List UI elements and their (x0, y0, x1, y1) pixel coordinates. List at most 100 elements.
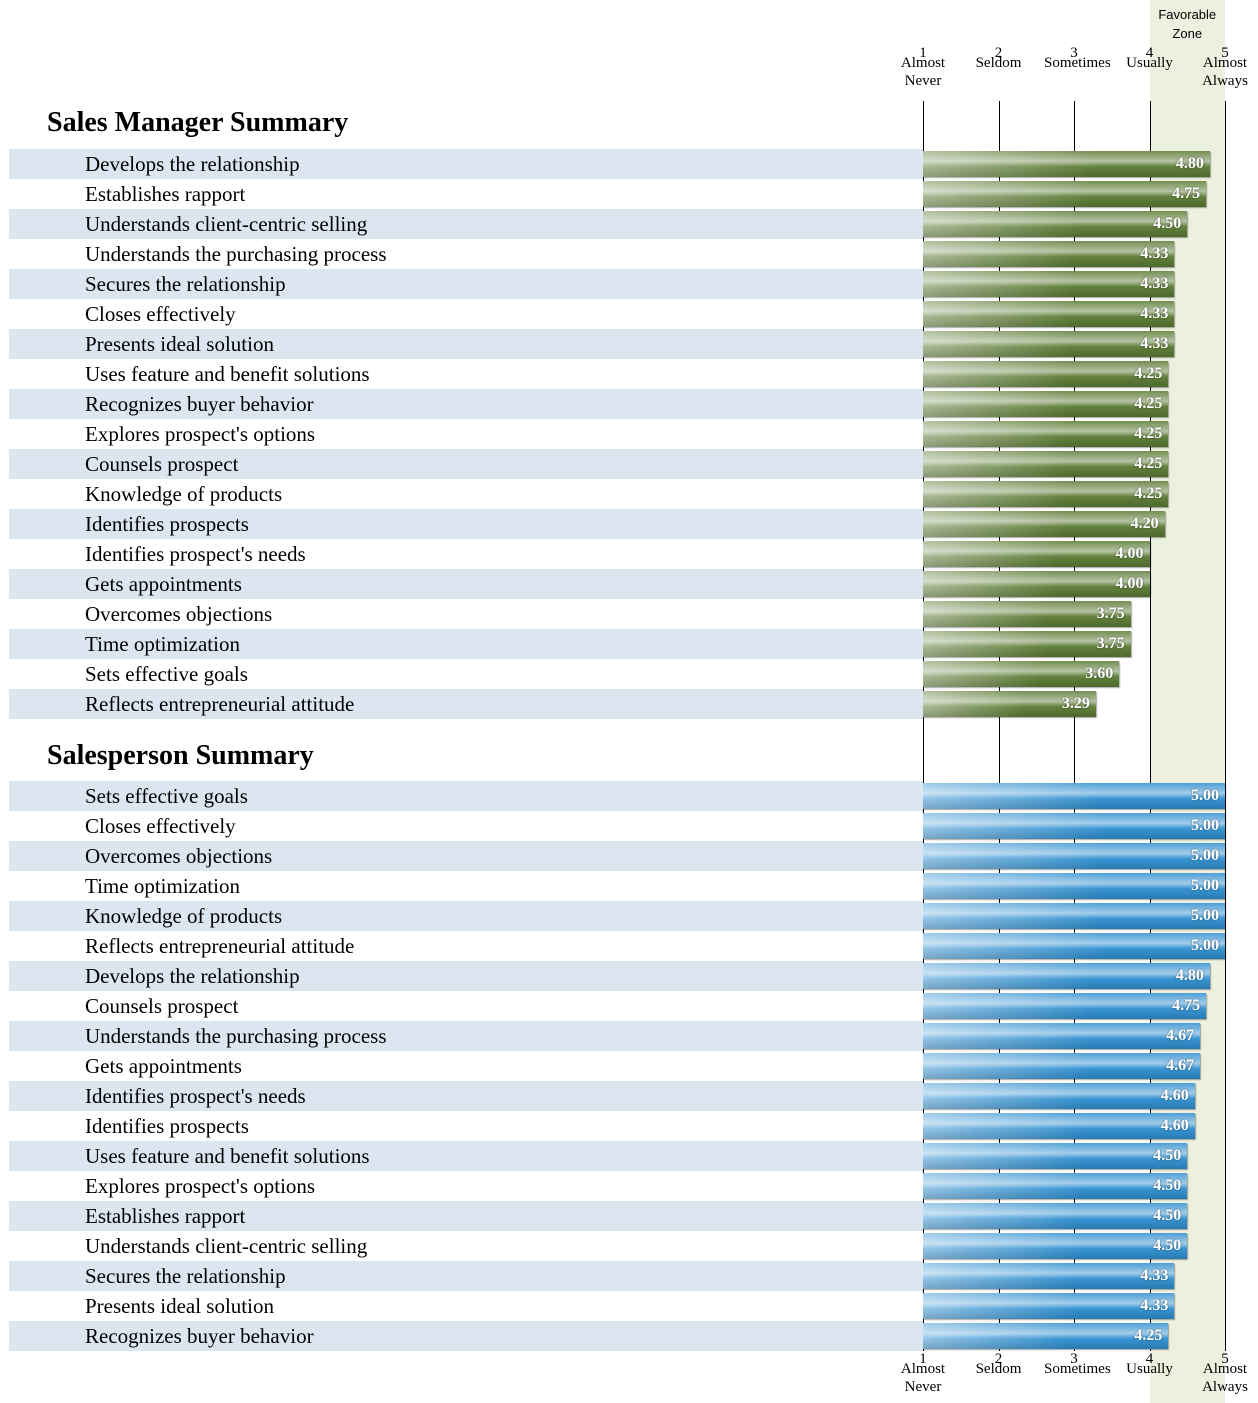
row-stripe (9, 209, 923, 239)
value-label: 4.33 (1140, 1297, 1169, 1314)
category-label: Explores prospect's options (85, 422, 316, 446)
category-label: Understands client-centric selling (85, 1234, 368, 1258)
bar (923, 451, 1169, 477)
value-label: 4.67 (1166, 1027, 1195, 1044)
value-label: 4.33 (1140, 275, 1169, 292)
x-tick-number: 4 (1145, 1351, 1154, 1367)
value-label: 4.80 (1175, 155, 1204, 172)
category-label: Establishes rapport (85, 182, 246, 206)
x-tick-label: Almost Always (1202, 55, 1248, 89)
category-label: Time optimization (85, 632, 240, 656)
bar (923, 1023, 1201, 1049)
bar (923, 421, 1169, 447)
x-tick-number: 2 (994, 1351, 1003, 1367)
bar (923, 1053, 1201, 1079)
row-stripe (9, 329, 923, 359)
category-label: Reflects entrepreneurial attitude (85, 934, 355, 958)
grid-line (999, 101, 1000, 740)
category-label: Develops the relationship (85, 964, 300, 988)
bar (923, 1323, 1169, 1349)
value-label: 4.00 (1115, 545, 1144, 562)
bar (923, 1083, 1195, 1109)
bar (923, 993, 1207, 1019)
x-tick-label: Seldom (975, 1361, 1022, 1377)
value-label: 4.50 (1153, 1237, 1182, 1254)
value-label: 4.50 (1153, 1177, 1182, 1194)
bar (923, 1173, 1188, 1199)
category-label: Identifies prospect's needs (85, 1084, 306, 1108)
category-label: Knowledge of products (85, 482, 283, 506)
bar (923, 301, 1175, 327)
row-stripe (9, 1261, 923, 1291)
section-title: Salesperson Summary (47, 740, 314, 771)
row-stripe (9, 901, 923, 931)
bar (923, 271, 1175, 297)
category-label: Presents ideal solution (85, 1294, 274, 1318)
bar (923, 571, 1150, 597)
category-label: Establishes rapport (85, 1204, 246, 1228)
value-label: 4.50 (1153, 1207, 1182, 1224)
row-stripe (9, 689, 923, 719)
x-tick-number: 5 (1221, 1351, 1229, 1367)
value-label: 4.50 (1153, 1147, 1182, 1164)
category-label: Identifies prospect's needs (85, 542, 306, 566)
row-stripe (9, 781, 923, 811)
grid-line (1150, 101, 1151, 740)
value-label: 4.75 (1172, 997, 1201, 1014)
row-stripe (9, 509, 923, 539)
category-label: Secures the relationship (85, 272, 286, 296)
category-label: Time optimization (85, 874, 240, 898)
category-label: Understands the purchasing process (85, 1024, 387, 1048)
category-label: Closes effectively (85, 302, 236, 326)
row-stripe (9, 1321, 923, 1351)
category-label: Closes effectively (85, 814, 236, 838)
bar (923, 1113, 1195, 1139)
row-stripe (9, 389, 923, 419)
category-label: Overcomes objections (85, 602, 273, 626)
bar (923, 331, 1175, 357)
value-label: 4.00 (1115, 575, 1144, 592)
bar (923, 963, 1210, 989)
value-label: 4.33 (1140, 1267, 1169, 1284)
value-label: 5.00 (1191, 937, 1219, 954)
value-label: 4.25 (1134, 1327, 1163, 1344)
category-label: Overcomes objections (85, 844, 273, 868)
x-tick-label: Sometimes (1044, 55, 1111, 71)
category-label: Develops the relationship (85, 152, 300, 176)
category-label: Secures the relationship (85, 1264, 286, 1288)
category-label: Understands the purchasing process (85, 242, 387, 266)
bar (923, 151, 1210, 177)
value-label: 4.50 (1153, 215, 1182, 232)
x-tick-label: Sometimes (1044, 1361, 1111, 1377)
x-tick-label: Almost Never (900, 55, 946, 89)
bar (923, 631, 1131, 657)
x-tick-number: 2 (994, 45, 1003, 61)
row-stripe (9, 629, 923, 659)
category-label: Recognizes buyer behavior (85, 1324, 314, 1348)
x-tick-number: 3 (1070, 1351, 1078, 1367)
row-stripe (9, 1201, 923, 1231)
bar (923, 481, 1169, 507)
row-stripe (9, 449, 923, 479)
bar (923, 1143, 1188, 1169)
value-label: 4.25 (1134, 485, 1163, 502)
category-label: Reflects entrepreneurial attitude (85, 692, 355, 716)
grid-line (1225, 101, 1226, 740)
category-label: Sets effective goals (85, 662, 248, 686)
category-label: Presents ideal solution (85, 332, 274, 356)
value-label: 3.75 (1096, 605, 1125, 622)
category-label: Identifies prospects (85, 512, 249, 536)
value-label: 5.00 (1191, 907, 1219, 924)
value-label: 4.67 (1166, 1057, 1195, 1074)
bar (923, 601, 1131, 627)
section-title: Sales Manager Summary (47, 107, 349, 138)
category-label: Counsels prospect (85, 994, 239, 1018)
row-stripe (9, 149, 923, 179)
row-stripe (9, 1081, 923, 1111)
value-label: 4.80 (1175, 967, 1204, 984)
value-label: 4.60 (1160, 1117, 1189, 1134)
value-label: 4.20 (1130, 515, 1159, 532)
grid-line (923, 101, 924, 740)
value-label: 4.33 (1140, 335, 1169, 352)
row-stripe (9, 269, 923, 299)
